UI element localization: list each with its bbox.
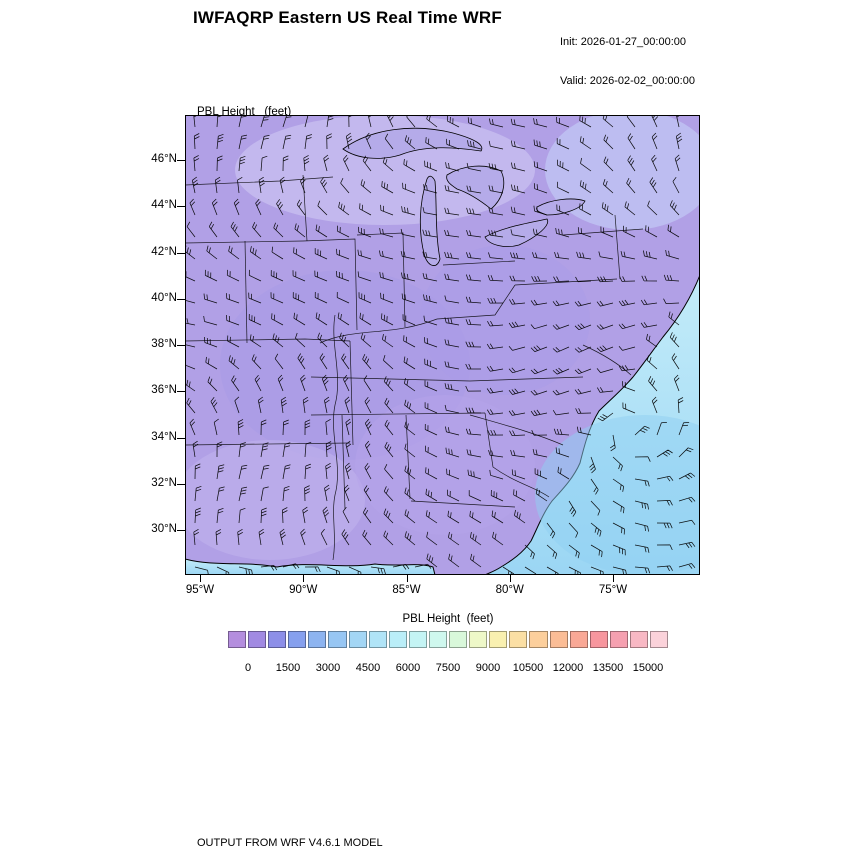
y-axis-tickmark — [177, 298, 185, 300]
colorbar-tick-label: 0 — [244, 662, 252, 674]
y-axis-tickmark — [177, 391, 185, 393]
colorbar-cell — [589, 631, 608, 648]
colorbar-cell — [328, 631, 347, 648]
init-time: Init: 2026-01-27_00:00:00 — [560, 36, 686, 48]
footer-block: OUTPUT FROM WRF V4.6.1 MODEL WE = 310 ; … — [197, 810, 630, 850]
y-axis-tick-label: 38°N — [151, 338, 177, 350]
colorbar-cell — [388, 631, 407, 648]
x-axis-tickmark — [406, 575, 408, 582]
x-axis-tick-label: 85°W — [392, 584, 421, 596]
x-axis-tickmark — [200, 575, 201, 582]
colorbar-tick-label: 3000 — [315, 662, 341, 674]
colorbar-tick-label: 4500 — [355, 662, 381, 674]
colorbar-cell — [489, 631, 508, 648]
colorbar-tick-label: 10500 — [512, 662, 544, 674]
colorbar-tick-label: 6000 — [395, 662, 421, 674]
x-axis-tickmark — [303, 575, 305, 582]
colorbar-tick-label: 1500 — [275, 662, 301, 674]
map-panel — [185, 115, 700, 575]
colorbar — [228, 631, 669, 648]
colorbar-tick-label: 7500 — [435, 662, 461, 674]
colorbar-cell — [268, 631, 287, 648]
y-axis-tickmark — [177, 345, 185, 346]
y-axis-tick-label: 30°N — [151, 523, 177, 535]
y-axis-tickmark — [177, 530, 185, 531]
init-valid-block: Init: 2026-01-27_00:00:00 Valid: 2026-02… — [560, 10, 695, 114]
colorbar-tick-label: 13500 — [592, 662, 624, 674]
valid-time: Valid: 2026-02-02_00:00:00 — [560, 75, 695, 87]
colorbar-cell — [368, 631, 387, 648]
colorbar-cell — [228, 631, 247, 648]
colorbar-cell — [308, 631, 327, 648]
x-axis-tick-label: 75°W — [598, 584, 628, 596]
footer-model-line: OUTPUT FROM WRF V4.6.1 MODEL — [197, 837, 383, 849]
y-axis-tick-label: 44°N — [151, 199, 177, 212]
page-title: IWFAQRP Eastern US Real Time WRF — [192, 8, 502, 27]
x-axis-tickmark — [509, 575, 511, 582]
colorbar-tick-label: 9000 — [475, 662, 501, 674]
colorbar-title: PBL Height (feet) — [402, 613, 494, 625]
colorbar-cell — [469, 631, 488, 648]
colorbar-cell — [449, 631, 468, 648]
y-axis-tickmark — [177, 252, 185, 254]
y-axis-tick-label: 36°N — [151, 384, 177, 397]
colorbar-cell — [248, 631, 267, 648]
colorbar-cell — [549, 631, 568, 648]
colorbar-cell — [348, 631, 367, 648]
colorbar-cell — [288, 631, 307, 648]
y-axis-tick-label: 42°N — [151, 245, 177, 258]
x-axis-tick-label: 80°W — [495, 584, 524, 596]
x-axis-tick-label: 95°W — [185, 584, 215, 596]
colorbar-cell — [569, 631, 588, 648]
x-axis-tick-label: 90°W — [289, 584, 318, 596]
colorbar-cell — [529, 631, 548, 648]
y-axis-tick-label: 32°N — [151, 476, 177, 489]
x-axis-tickmark — [613, 575, 614, 582]
colorbar-cell — [428, 631, 448, 648]
colorbar-tick-label: 15000 — [632, 662, 664, 674]
colorbar-cell — [629, 631, 648, 648]
y-axis-tickmark — [177, 160, 185, 161]
wrf-map-canvas — [185, 115, 700, 575]
y-axis-tickmark — [177, 483, 185, 485]
colorbar-cell — [408, 631, 427, 648]
colorbar-cell — [649, 631, 669, 648]
y-axis-tick-label: 34°N — [151, 430, 177, 443]
colorbar-cell — [509, 631, 528, 648]
y-axis-tickmark — [177, 437, 185, 439]
y-axis-tickmark — [177, 206, 185, 208]
colorbar-cell — [609, 631, 628, 648]
colorbar-tick-label: 12000 — [552, 662, 584, 674]
y-axis-tick-label: 40°N — [151, 291, 177, 304]
y-axis-tick-label: 46°N — [151, 153, 177, 165]
